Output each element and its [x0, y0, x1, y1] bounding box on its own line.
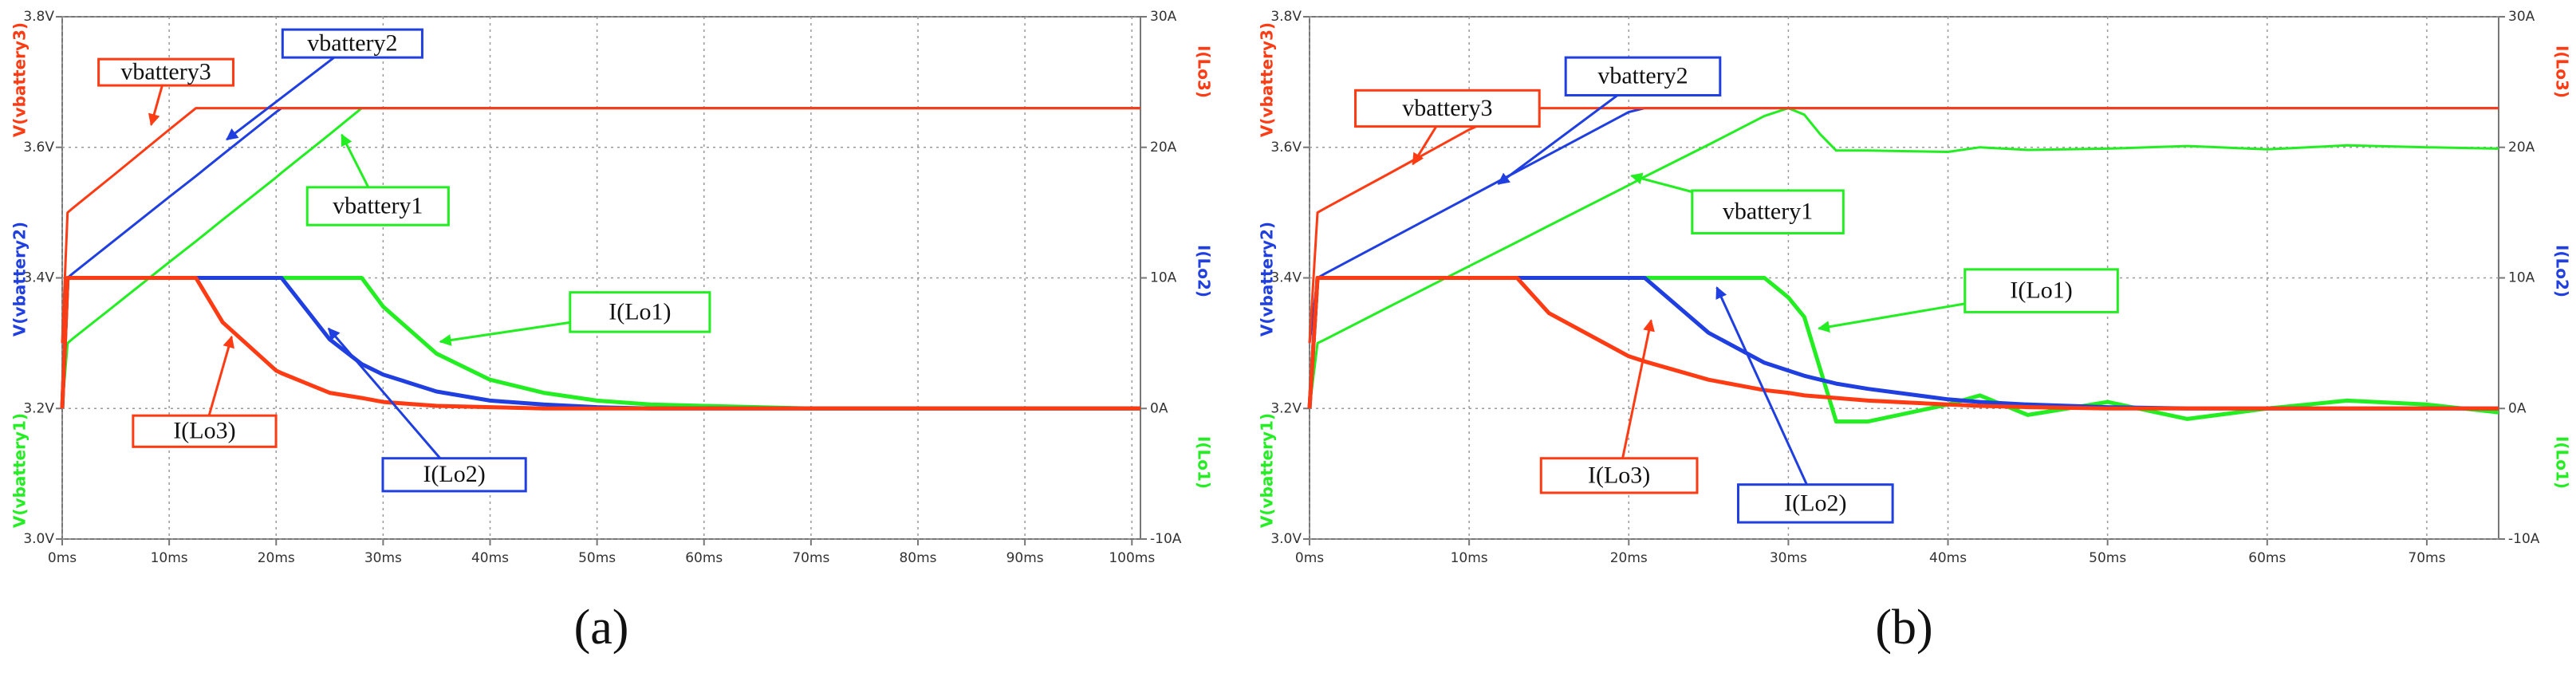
annotation-label: I(Lo1)	[2010, 277, 2072, 304]
annotation-box	[1964, 268, 2119, 313]
x-tick-label: 50ms	[2089, 550, 2126, 566]
annotation-arrow	[1497, 94, 1619, 185]
annotation-box	[1354, 89, 1541, 128]
y2-tick-label: -10A	[1150, 531, 1182, 547]
y-axis-label: V(vbattery2)	[1258, 222, 1277, 336]
y-tick-label: 3.2V	[23, 400, 54, 416]
series-line	[61, 107, 1140, 344]
panel-label: (a)	[574, 600, 629, 655]
y-axis-label: V(vbattery1)	[10, 413, 30, 528]
annotation-arrow	[226, 56, 335, 141]
x-tick-label: 40ms	[1929, 550, 1967, 566]
annotation-arrow	[207, 335, 234, 416]
y-tick-label: 3.2V	[1270, 400, 1302, 416]
annotation-arrow	[1412, 125, 1438, 166]
annotation-box	[381, 457, 527, 493]
annotation-box	[569, 291, 711, 333]
series-line	[60, 276, 1140, 411]
annotation-arrow	[1621, 319, 1655, 459]
annotation-label: vbattery2	[307, 30, 397, 56]
y-axis-label: V(vbattery1)	[1258, 413, 1277, 528]
y2-axis-label: I(Lo1)	[2553, 436, 2572, 489]
series-line	[1308, 107, 2499, 344]
annotation-box	[305, 186, 450, 226]
y-axis-label: V(vbattery2)	[10, 222, 30, 336]
y2-axis-label: I(Lo1)	[1195, 436, 1214, 489]
annotation-box	[1691, 189, 1845, 235]
x-tick-label: 20ms	[1610, 550, 1648, 566]
x-tick-label: 60ms	[685, 550, 723, 566]
x-tick-label: 100ms	[1109, 550, 1155, 566]
y2-tick-label: 0A	[1150, 400, 1168, 416]
annotation-label: vbattery2	[1597, 63, 1688, 89]
annotation-label: I(Lo3)	[1588, 462, 1650, 488]
x-tick-label: 70ms	[792, 550, 829, 566]
annotation-label: I(Lo1)	[609, 298, 671, 325]
annotation-arrow	[341, 133, 370, 188]
y2-axis-label: I(Lo2)	[2553, 245, 2572, 297]
annotation-box	[1539, 457, 1699, 494]
annotation-arrow	[1715, 286, 1808, 486]
series-line	[1308, 107, 2499, 409]
annotation-label: vbattery1	[333, 192, 423, 218]
annotation-arrow	[1630, 172, 1693, 194]
y2-tick-label: -10A	[2508, 531, 2540, 547]
y-tick-label: 3.0V	[1270, 531, 1302, 547]
x-tick-label: 20ms	[258, 550, 295, 566]
y2-tick-label: 20A	[1150, 140, 1177, 155]
y-tick-label: 3.4V	[23, 270, 54, 286]
annotation-label: I(Lo2)	[1784, 490, 1846, 516]
y-tick-label: 3.6V	[23, 140, 54, 155]
y-tick-label: 3.8V	[23, 9, 54, 25]
x-tick-label: 30ms	[1770, 550, 1807, 566]
x-tick-label: 80ms	[899, 550, 936, 566]
x-tick-label: 70ms	[2408, 550, 2445, 566]
annotation-arrow	[439, 321, 571, 346]
x-tick-label: 0ms	[1295, 550, 1324, 566]
annotation-label: vbattery1	[1723, 199, 1813, 225]
y2-tick-label: 10A	[2508, 270, 2535, 286]
x-tick-label: 50ms	[578, 550, 616, 566]
annotation-label: I(Lo3)	[173, 418, 235, 444]
y2-axis-label: I(Lo3)	[1195, 45, 1214, 98]
y-tick-label: 3.6V	[1270, 140, 1302, 155]
annotation-arrow	[1817, 302, 1966, 333]
y2-tick-label: 10A	[1150, 270, 1177, 286]
series-line	[1307, 276, 2499, 411]
x-tick-label: 60ms	[2248, 550, 2286, 566]
x-tick-label: 30ms	[364, 550, 402, 566]
y2-tick-label: 0A	[2508, 400, 2527, 416]
x-tick-label: 90ms	[1006, 550, 1044, 566]
panel-label: (b)	[1875, 600, 1932, 655]
annotation-box	[132, 414, 278, 448]
annotation-box	[97, 57, 235, 87]
y2-tick-label: 30A	[2508, 9, 2535, 25]
y2-tick-label: 20A	[2508, 140, 2535, 155]
annotation-box	[1564, 56, 1722, 96]
x-tick-label: 10ms	[151, 550, 188, 566]
annotation-label: vbattery3	[1402, 95, 1492, 121]
y-tick-label: 3.8V	[1270, 9, 1302, 25]
x-tick-label: 0ms	[48, 550, 77, 566]
x-tick-label: 10ms	[1451, 550, 1488, 566]
y2-axis-label: I(Lo2)	[1195, 245, 1214, 297]
y2-axis-label: I(Lo3)	[2553, 45, 2572, 98]
annotation-arrow	[148, 85, 163, 127]
annotation-box	[1736, 483, 1894, 524]
x-tick-label: 40ms	[471, 550, 509, 566]
y2-tick-label: 30A	[1150, 9, 1177, 25]
annotation-label: vbattery3	[120, 59, 211, 85]
y-tick-label: 3.4V	[1270, 270, 1302, 286]
y-axis-label: V(vbattery3)	[10, 22, 30, 137]
annotation-label: I(Lo2)	[423, 461, 485, 487]
annotation-box	[281, 28, 423, 59]
y-axis-label: V(vbattery3)	[1258, 22, 1277, 137]
annotation-arrow	[327, 327, 442, 459]
y-tick-label: 3.0V	[23, 531, 54, 547]
